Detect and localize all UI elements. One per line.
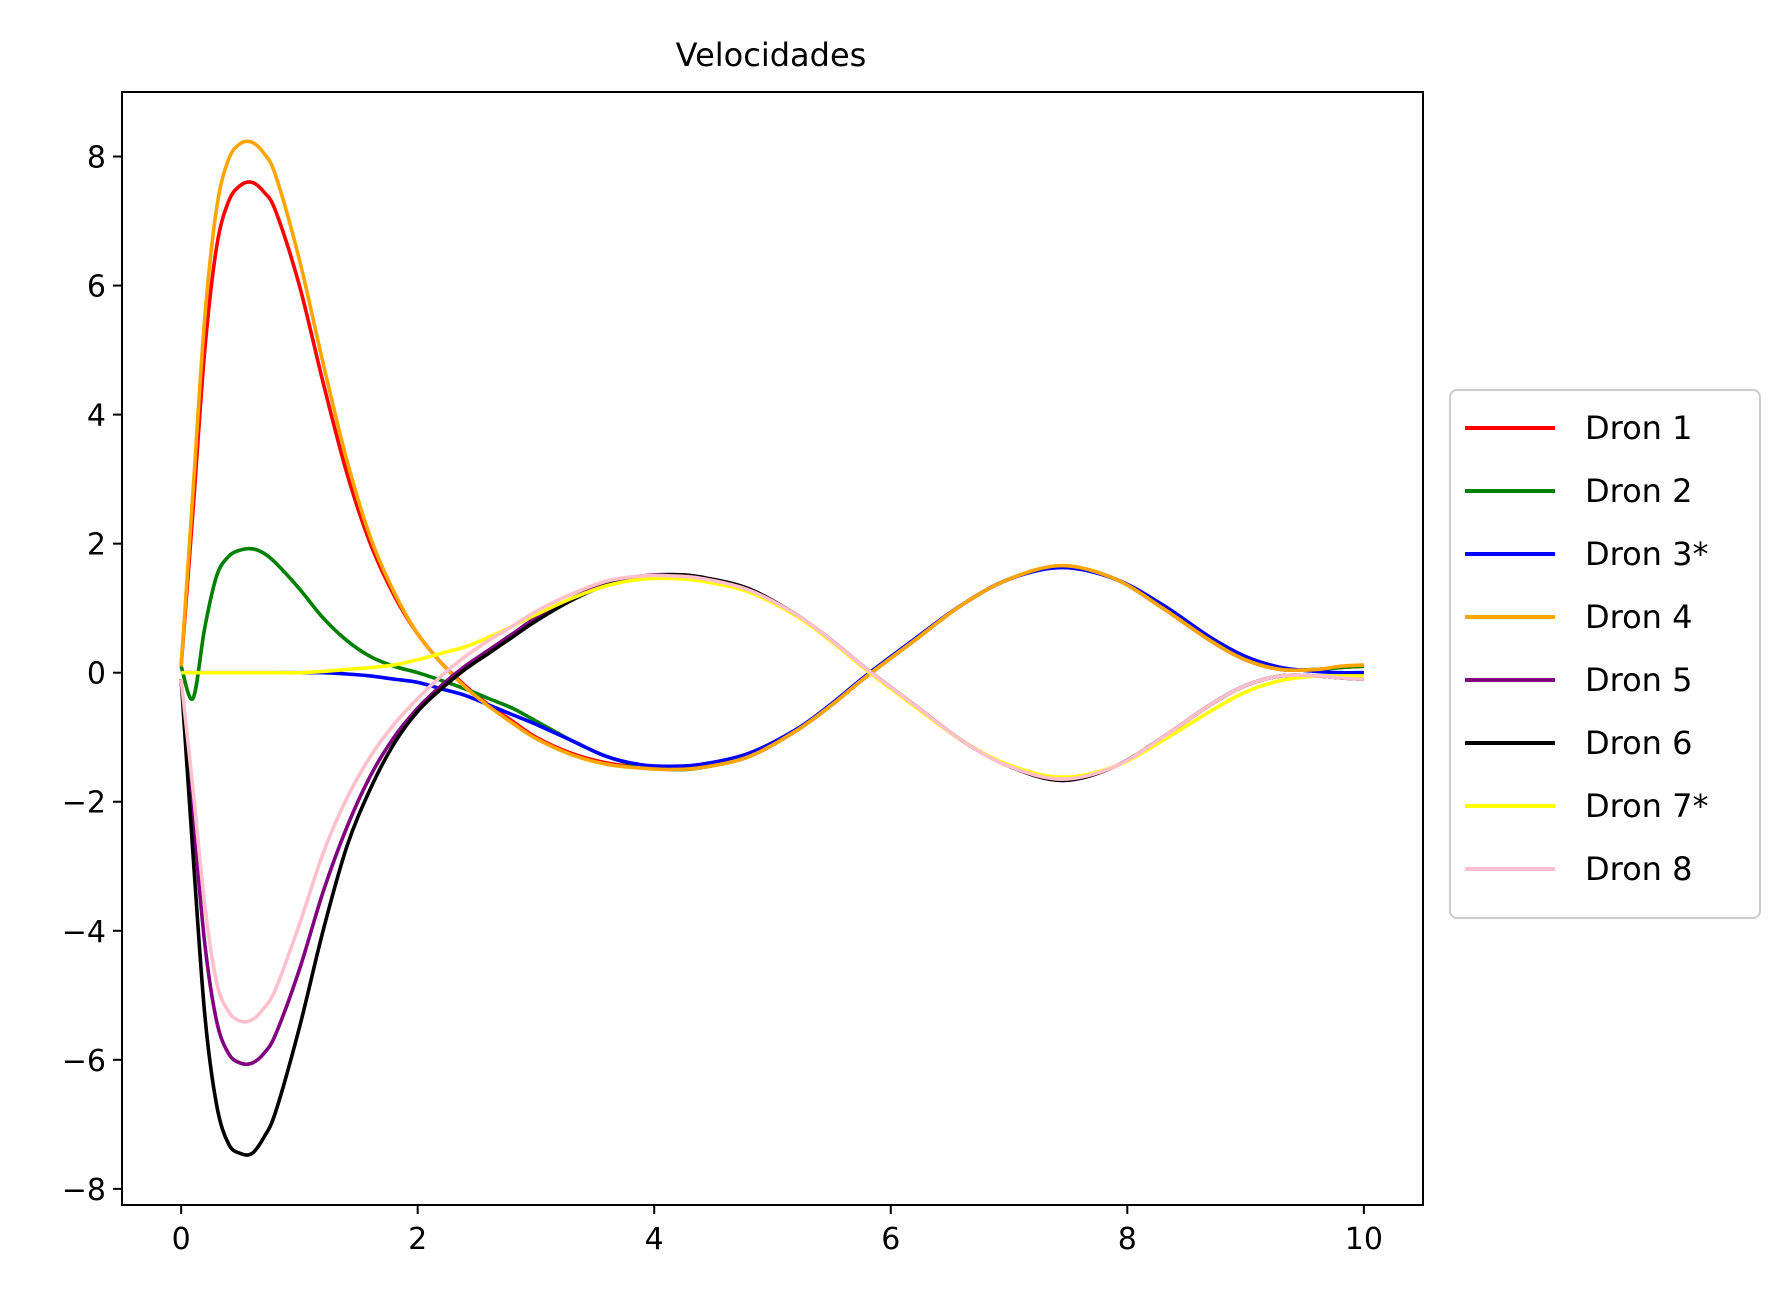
- series-line-8: [179, 573, 1364, 1024]
- legend-label-5: Dron 5: [1585, 661, 1692, 699]
- x-tick-label: 10: [1345, 1222, 1383, 1257]
- y-tick-label: 0: [87, 657, 106, 692]
- x-tick-label: 2: [408, 1222, 427, 1257]
- legend-label-4: Dron 4: [1585, 598, 1692, 636]
- legend-label-6: Dron 6: [1585, 724, 1692, 762]
- legend-label-8: Dron 8: [1585, 850, 1692, 888]
- y-tick-label: 2: [87, 528, 106, 563]
- plot-frame: [121, 91, 1424, 1206]
- x-tick-label: 8: [1118, 1222, 1137, 1257]
- legend-label-1: Dron 1: [1585, 409, 1692, 447]
- y-tick-label: 4: [87, 399, 106, 434]
- legend: Dron 1 Dron 2 Dron 3* Dron 4 Dron 5 Dron 6 Dro…: [1449, 389, 1761, 919]
- series-line-2: [179, 546, 1364, 772]
- legend-label-7: Dron 7*: [1585, 787, 1708, 825]
- series-lines: [179, 139, 1364, 1157]
- y-tick-label: −6: [62, 1044, 106, 1079]
- legend-label-3: Dron 3*: [1585, 535, 1708, 573]
- chart-title: Velocidades: [676, 36, 867, 74]
- x-tick-label: 0: [172, 1222, 191, 1257]
- series-line-6: [179, 572, 1364, 1157]
- y-tick-label: −4: [62, 915, 106, 950]
- y-tick-label: 6: [87, 270, 106, 305]
- series-line-1: [179, 180, 1364, 772]
- legend-box: [1449, 389, 1761, 919]
- x-tick-label: 4: [645, 1222, 664, 1257]
- y-tick-label: −2: [62, 786, 106, 821]
- y-tick-label: 8: [87, 141, 106, 176]
- series-line-4: [179, 139, 1364, 772]
- x-tick-label: 6: [881, 1222, 900, 1257]
- series-line-7: [181, 576, 1364, 780]
- y-tick-label: −8: [62, 1173, 106, 1208]
- legend-label-2: Dron 2: [1585, 472, 1692, 510]
- axes: 0 2 4 6 8 10 8 6 4 2 0 −2 −4 −6 −8: [62, 91, 1424, 1257]
